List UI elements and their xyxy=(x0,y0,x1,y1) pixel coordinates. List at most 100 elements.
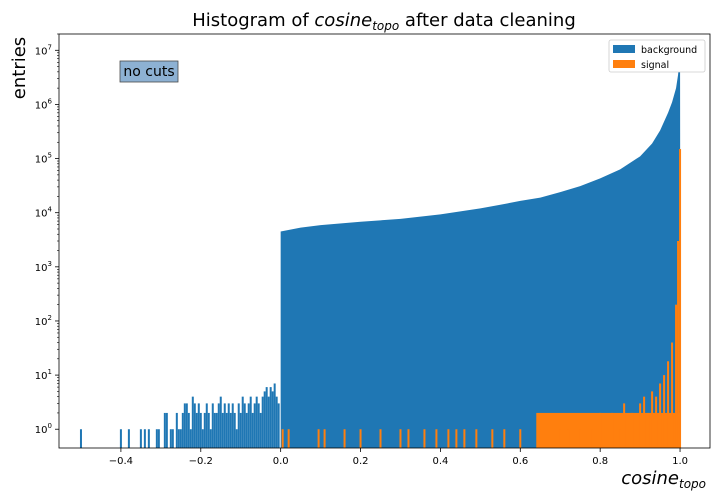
background-bar xyxy=(179,429,182,448)
signal-bar xyxy=(675,304,678,448)
background-bar xyxy=(189,429,192,448)
annotation-box: no cuts xyxy=(119,60,179,83)
x-tick-label: 0.6 xyxy=(512,456,528,467)
signal-dense-band xyxy=(536,412,681,448)
signal-bar xyxy=(651,391,654,448)
background-bar xyxy=(185,403,188,448)
signal-bar xyxy=(623,403,626,448)
signal-bar xyxy=(455,429,458,448)
chart-title-suffix: after data cleaning xyxy=(399,10,576,31)
annotation-box-bg xyxy=(119,60,179,83)
signal-bar xyxy=(491,429,494,448)
y-tick-label: 107 xyxy=(35,43,52,57)
background-bar xyxy=(157,429,160,448)
background-bar xyxy=(165,412,168,448)
x-tick-label: 1.0 xyxy=(672,456,688,467)
chart-title-prefix: Histogram of xyxy=(192,10,314,31)
signal-bar xyxy=(287,429,290,448)
signal-bar xyxy=(559,429,562,448)
background-bar xyxy=(273,383,276,448)
signal-bar xyxy=(655,396,658,448)
signal-bar xyxy=(463,429,466,448)
signal-bar xyxy=(399,429,402,448)
background-bar xyxy=(163,412,166,448)
signal-bar xyxy=(631,412,634,448)
legend-swatch xyxy=(613,45,635,53)
signal-bar xyxy=(663,375,666,448)
background-bar xyxy=(127,429,130,448)
x-axis-label-var: cosine xyxy=(621,468,679,489)
signal-bar xyxy=(659,383,662,448)
background-bar xyxy=(245,412,248,448)
background-bar xyxy=(199,412,202,448)
background-bar xyxy=(143,429,146,448)
plot-area xyxy=(79,48,682,449)
background-continuum xyxy=(280,48,681,449)
chart-title-sub: topo xyxy=(372,19,399,33)
background-bar xyxy=(79,429,82,448)
background-bar xyxy=(253,403,256,448)
background-bar xyxy=(187,412,190,448)
background-bar xyxy=(233,412,236,448)
signal-bar xyxy=(611,412,614,448)
background-bar xyxy=(169,429,172,448)
y-tick-label: 101 xyxy=(35,368,52,382)
background-bar xyxy=(193,403,196,448)
background-bar xyxy=(181,412,184,448)
signal-bar xyxy=(423,429,426,448)
x-axis-label: cosinetopo xyxy=(621,468,706,491)
background-bar xyxy=(207,412,210,448)
background-bar xyxy=(237,403,240,448)
background-bar xyxy=(265,387,268,448)
background-bar xyxy=(259,412,262,448)
signal-bar xyxy=(447,429,450,448)
x-tick-label: −0.4 xyxy=(109,456,133,467)
chart-title-var: cosine xyxy=(314,10,372,31)
signal-bar xyxy=(317,429,320,448)
background-bar xyxy=(231,403,234,448)
signal-bar xyxy=(435,429,438,448)
background-bar xyxy=(155,429,158,448)
signal-bar xyxy=(519,429,522,448)
signal-bar xyxy=(643,396,646,448)
signal-bar xyxy=(281,429,284,448)
background-bar xyxy=(251,412,254,448)
background-bar xyxy=(257,403,260,448)
annotation-text: no cuts xyxy=(123,64,174,80)
background-bar xyxy=(205,403,208,448)
y-tick-label: 100 xyxy=(35,422,52,436)
background-bar xyxy=(223,403,226,448)
background-bar xyxy=(139,429,142,448)
background-bar xyxy=(191,396,194,448)
x-tick-label: −0.2 xyxy=(189,456,213,467)
background-bar xyxy=(227,403,230,448)
background-bar xyxy=(209,429,212,448)
background-bar xyxy=(213,412,216,448)
x-tick-label: 0.8 xyxy=(592,456,608,467)
signal-bar xyxy=(671,342,674,448)
background-bar xyxy=(271,391,274,448)
signal-bar xyxy=(539,429,542,448)
y-tick-label: 104 xyxy=(35,206,53,220)
background-bar xyxy=(183,403,186,448)
chart-title: Histogram of cosinetopo after data clean… xyxy=(192,10,576,33)
signal-bar xyxy=(639,403,642,448)
signal-bar xyxy=(667,361,670,448)
y-tick-label: 103 xyxy=(35,260,52,274)
background-bar xyxy=(171,429,174,448)
background-bar xyxy=(221,412,224,448)
background-bar xyxy=(217,403,220,448)
signal-bar xyxy=(677,241,680,448)
signal-bar xyxy=(567,429,570,448)
background-bar xyxy=(175,412,178,448)
background-bar xyxy=(249,396,252,448)
background-bar xyxy=(177,429,180,448)
x-tick-label: 0.0 xyxy=(273,456,289,467)
background-bar xyxy=(277,403,280,448)
background-bar xyxy=(197,403,200,448)
background-bar xyxy=(243,403,246,448)
background-bar xyxy=(229,412,232,448)
x-tick-label: 0.2 xyxy=(353,456,369,467)
background-bar xyxy=(211,403,214,448)
